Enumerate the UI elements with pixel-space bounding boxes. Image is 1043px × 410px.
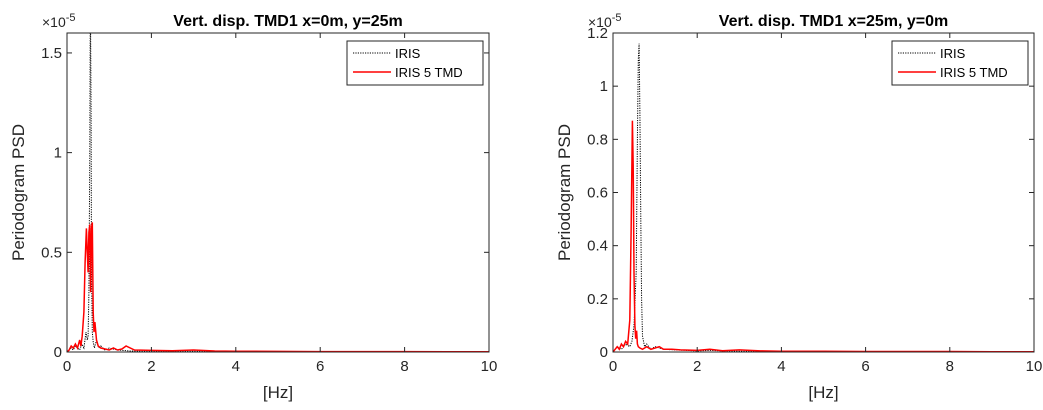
legend-label: IRIS 5 TMD: [940, 65, 1008, 80]
y-tick-label: 1.5: [41, 45, 62, 62]
series-line-iris-5-tmd: [67, 222, 489, 352]
legend: IRIS IRIS 5 TMD: [891, 40, 1029, 86]
y-tick-label: 0.6: [587, 185, 608, 202]
series-group: [613, 43, 1034, 352]
chart-title: Vert. disp. TMD1 x=25m, y=0m: [719, 13, 948, 30]
y-tick-label: 0.5: [41, 244, 62, 261]
x-tick-label: 10: [481, 358, 498, 375]
series-line-iris: [613, 43, 1034, 352]
x-tick-label: 8: [946, 358, 954, 375]
x-tick-label: 4: [232, 358, 240, 375]
series-line-iris-5-tmd: [613, 120, 1034, 352]
x-tick-label: 4: [777, 358, 785, 375]
y-tick-label: 1: [600, 78, 608, 95]
exponent-power: -5: [612, 12, 622, 24]
exponent-power: -5: [66, 12, 76, 24]
y-tick-label: 0: [54, 344, 62, 361]
y-exponent-label: ×10-5: [588, 12, 622, 30]
x-tick-label: 0: [63, 358, 71, 375]
x-tick-label: 0: [609, 358, 617, 375]
y-tick-label: 0.8: [587, 131, 608, 148]
x-tick-label: 10: [1026, 358, 1043, 375]
y-tick-label: 0.2: [587, 291, 608, 308]
legend-label: IRIS 5 TMD: [395, 65, 463, 80]
legend-box: [346, 40, 484, 86]
y-exponent-label: ×10-5: [42, 12, 76, 30]
y-tick-label: 1.2: [587, 25, 608, 42]
y-axis-label: Periodogram PSD: [555, 124, 574, 261]
y-tick-label: 0: [600, 344, 608, 361]
exponent-base: ×10: [588, 14, 612, 30]
chart-2: 0 2 4 6 8 10 0 0.2 0.4 0.6 0.8 1 1.2×10-5 Vert. disp.…: [555, 12, 1042, 402]
exponent-base: ×10: [42, 14, 66, 30]
axes-box: [66, 32, 490, 353]
x-tick-label: 6: [861, 358, 869, 375]
x-tick-label: 8: [400, 358, 408, 375]
x-axis-label: [Hz]: [263, 383, 293, 402]
legend-label: IRIS: [940, 46, 966, 61]
chart-title: Vert. disp. TMD1 x=0m, y=25m: [173, 13, 402, 30]
x-tick-label: 6: [316, 358, 324, 375]
chart-1: 0 2 4 6 8 10 0 0.5 1 1.5 ×10-5 Vert. disp. TMD1 x=0…: [9, 12, 497, 402]
legend-label: IRIS: [395, 46, 421, 61]
legend-box: [891, 40, 1029, 86]
x-tick-label: 2: [693, 358, 701, 375]
x-axis-label: [Hz]: [808, 383, 838, 402]
x-tick-label: 2: [147, 358, 155, 375]
y-tick-label: 1: [54, 145, 62, 162]
y-axis-label: Periodogram PSD: [9, 124, 28, 261]
legend: IRIS IRIS 5 TMD: [346, 40, 484, 86]
y-tick-label: 0.4: [587, 238, 608, 255]
